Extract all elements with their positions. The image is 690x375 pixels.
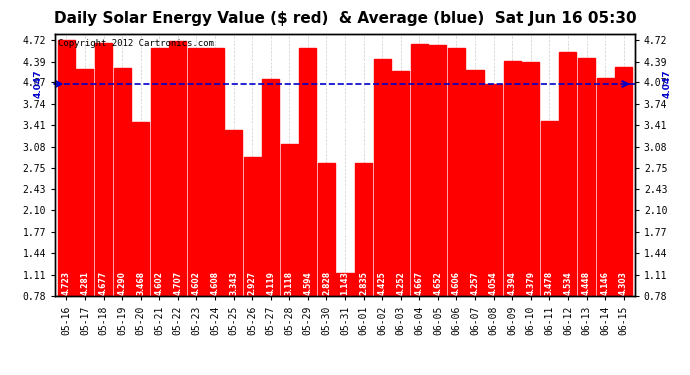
Bar bbox=[244, 157, 261, 296]
Bar bbox=[337, 273, 353, 296]
Text: 4.602: 4.602 bbox=[192, 271, 201, 295]
Bar bbox=[281, 144, 298, 296]
Bar bbox=[429, 45, 446, 296]
Bar bbox=[522, 62, 540, 296]
Text: 3.478: 3.478 bbox=[545, 271, 554, 295]
Text: 4.608: 4.608 bbox=[210, 271, 219, 295]
Text: 4.425: 4.425 bbox=[377, 271, 386, 295]
Text: 4.290: 4.290 bbox=[117, 271, 126, 295]
Text: 4.146: 4.146 bbox=[600, 271, 609, 295]
Bar bbox=[485, 84, 502, 296]
Bar bbox=[95, 43, 112, 296]
Bar bbox=[615, 68, 632, 296]
Text: 4.606: 4.606 bbox=[452, 271, 461, 295]
Text: 4.707: 4.707 bbox=[173, 271, 182, 295]
Bar bbox=[541, 121, 558, 296]
Text: 4.379: 4.379 bbox=[526, 271, 535, 295]
Text: 3.343: 3.343 bbox=[229, 271, 238, 295]
Text: 4.252: 4.252 bbox=[396, 271, 405, 295]
Text: 4.047: 4.047 bbox=[34, 70, 43, 98]
Bar bbox=[188, 48, 205, 296]
Bar bbox=[132, 122, 149, 296]
Bar bbox=[299, 48, 317, 296]
Text: 4.534: 4.534 bbox=[564, 271, 573, 295]
Text: 3.468: 3.468 bbox=[136, 271, 145, 295]
Text: 2.927: 2.927 bbox=[248, 271, 257, 295]
Bar bbox=[150, 48, 168, 296]
Text: 4.054: 4.054 bbox=[489, 271, 498, 295]
Bar bbox=[77, 69, 93, 296]
Bar bbox=[411, 44, 428, 296]
Text: 4.677: 4.677 bbox=[99, 271, 108, 295]
Bar bbox=[578, 58, 595, 296]
Text: 2.828: 2.828 bbox=[322, 271, 331, 295]
Text: 1.143: 1.143 bbox=[340, 271, 350, 295]
Bar bbox=[392, 70, 409, 296]
Bar bbox=[169, 41, 186, 296]
Text: 4.667: 4.667 bbox=[415, 271, 424, 295]
Bar bbox=[448, 48, 465, 296]
Bar bbox=[206, 48, 224, 296]
Text: Daily Solar Energy Value ($ red)  & Average (blue)  Sat Jun 16 05:30: Daily Solar Energy Value ($ red) & Avera… bbox=[54, 11, 636, 26]
Text: 4.047: 4.047 bbox=[662, 70, 671, 98]
Bar bbox=[373, 59, 391, 296]
Text: 4.257: 4.257 bbox=[471, 271, 480, 295]
Bar bbox=[504, 62, 521, 296]
Text: 2.835: 2.835 bbox=[359, 271, 368, 295]
Text: Copyright 2012 Cartronics.com: Copyright 2012 Cartronics.com bbox=[58, 39, 214, 48]
Text: 4.281: 4.281 bbox=[81, 271, 90, 295]
Bar bbox=[560, 53, 576, 296]
Text: 4.303: 4.303 bbox=[619, 271, 628, 295]
Bar bbox=[466, 70, 484, 296]
Bar bbox=[597, 78, 613, 296]
Text: 3.118: 3.118 bbox=[285, 271, 294, 295]
Text: 4.594: 4.594 bbox=[304, 271, 313, 295]
Text: 4.394: 4.394 bbox=[508, 271, 517, 295]
Bar bbox=[225, 130, 242, 296]
Bar bbox=[318, 163, 335, 296]
Text: 4.448: 4.448 bbox=[582, 271, 591, 295]
Bar bbox=[114, 68, 130, 296]
Bar bbox=[58, 40, 75, 296]
Text: 4.119: 4.119 bbox=[266, 271, 275, 295]
Text: 4.723: 4.723 bbox=[62, 271, 71, 295]
Bar bbox=[262, 79, 279, 296]
Text: 4.652: 4.652 bbox=[433, 271, 442, 295]
Bar bbox=[355, 163, 372, 296]
Text: 4.602: 4.602 bbox=[155, 271, 164, 295]
